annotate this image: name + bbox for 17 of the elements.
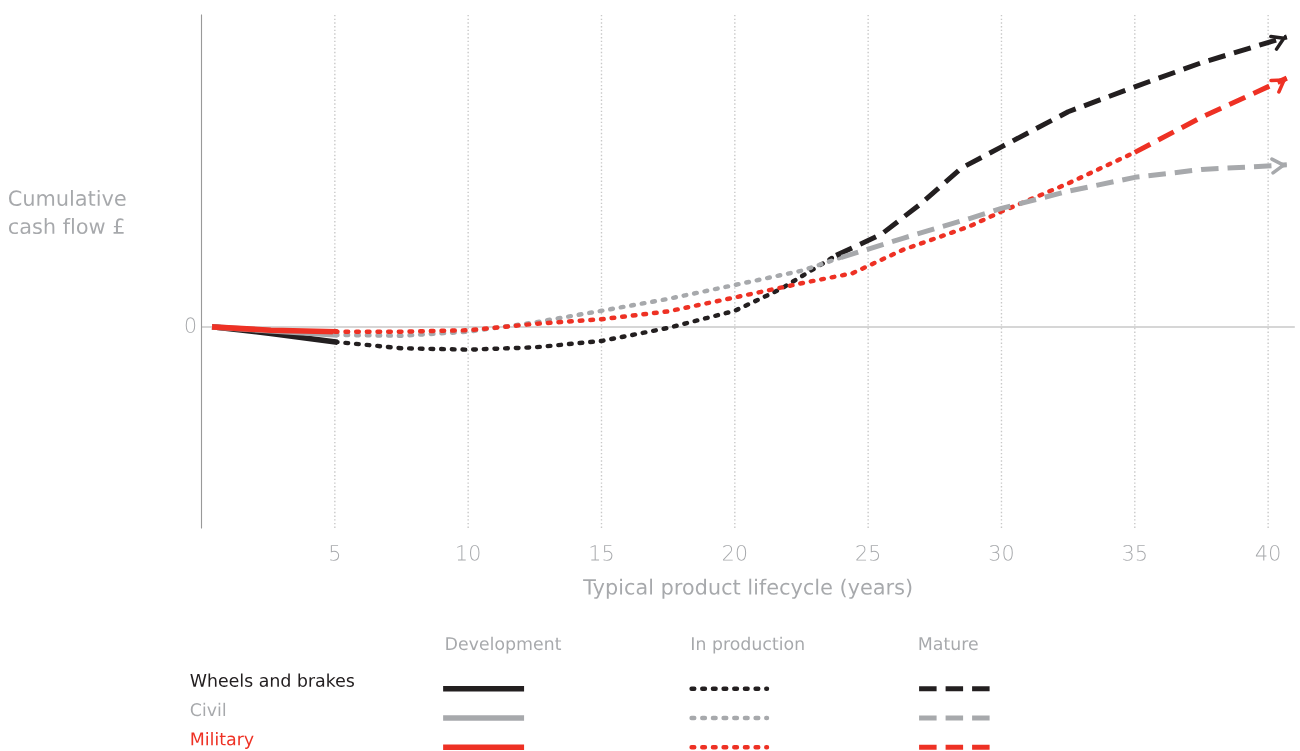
x-tick-label: 10	[457, 544, 480, 561]
x-tick-label: 5	[330, 545, 340, 561]
y-axis-title: Cumulative cash flow £	[8, 189, 126, 235]
x-tick-label: 25	[856, 544, 880, 561]
ref-line-label: 0	[185, 317, 196, 334]
text: Military	[191, 732, 254, 749]
text: Civil	[190, 702, 226, 717]
text: Development	[446, 636, 562, 654]
x-axis-title: Typical product lifecycle (years)	[583, 578, 912, 599]
text: Wheels and brakes	[190, 673, 354, 687]
x-tick-label: 35	[1123, 544, 1146, 561]
text: Mature	[919, 637, 978, 651]
x-tick-label: 30	[989, 544, 1013, 561]
x-tick-label: 20	[723, 544, 747, 561]
x-tick-label: 40	[1255, 544, 1280, 561]
x-tick-label: 15	[590, 545, 613, 561]
text: In production	[692, 636, 804, 654]
